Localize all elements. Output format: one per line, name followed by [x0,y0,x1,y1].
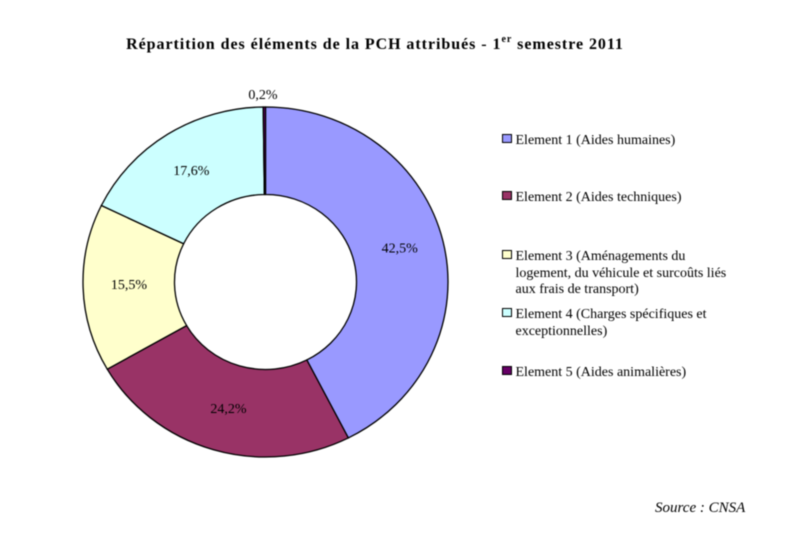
svg-text:24,2%: 24,2% [210,402,247,417]
svg-text:42,5%: 42,5% [382,242,419,257]
svg-text:17,6%: 17,6% [173,164,210,179]
svg-text:0,2%: 0,2% [248,88,278,103]
svg-text:15,5%: 15,5% [111,278,148,293]
